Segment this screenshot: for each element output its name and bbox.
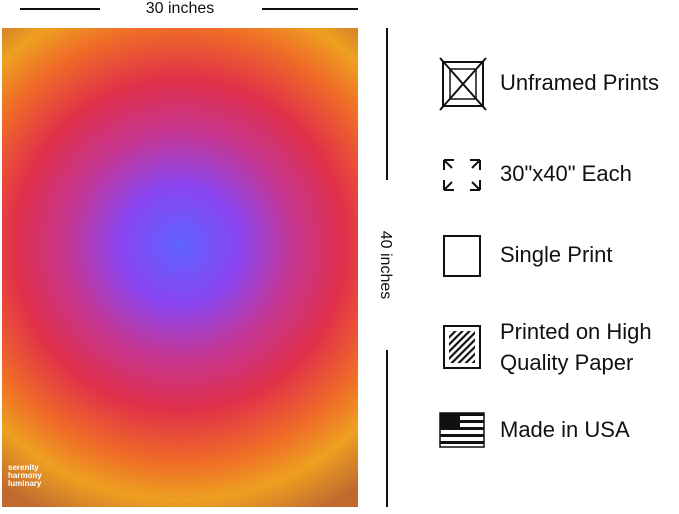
height-label: 40 inches xyxy=(377,231,394,300)
feature-label: Single Print xyxy=(500,242,613,267)
poster-line: harmony xyxy=(8,471,42,480)
icon-flag xyxy=(439,412,485,448)
icon-paper xyxy=(443,325,481,369)
poster xyxy=(2,28,358,507)
poster-line: luminary xyxy=(8,479,42,488)
poster-text: serenity harmony luminary xyxy=(8,463,42,488)
icon-size xyxy=(443,159,481,191)
feature-label: Quality Paper xyxy=(500,350,633,375)
width-label: 30 inches xyxy=(146,0,215,17)
feature-label: Made in USA xyxy=(500,417,630,442)
feature-label: Unframed Prints xyxy=(500,70,659,95)
feature-label: Printed on High xyxy=(500,319,652,344)
icon-single xyxy=(443,235,481,277)
feature-label: 30"x40" Each xyxy=(500,161,632,186)
poster-line: serenity xyxy=(8,463,39,472)
icon-unframed xyxy=(439,57,487,111)
